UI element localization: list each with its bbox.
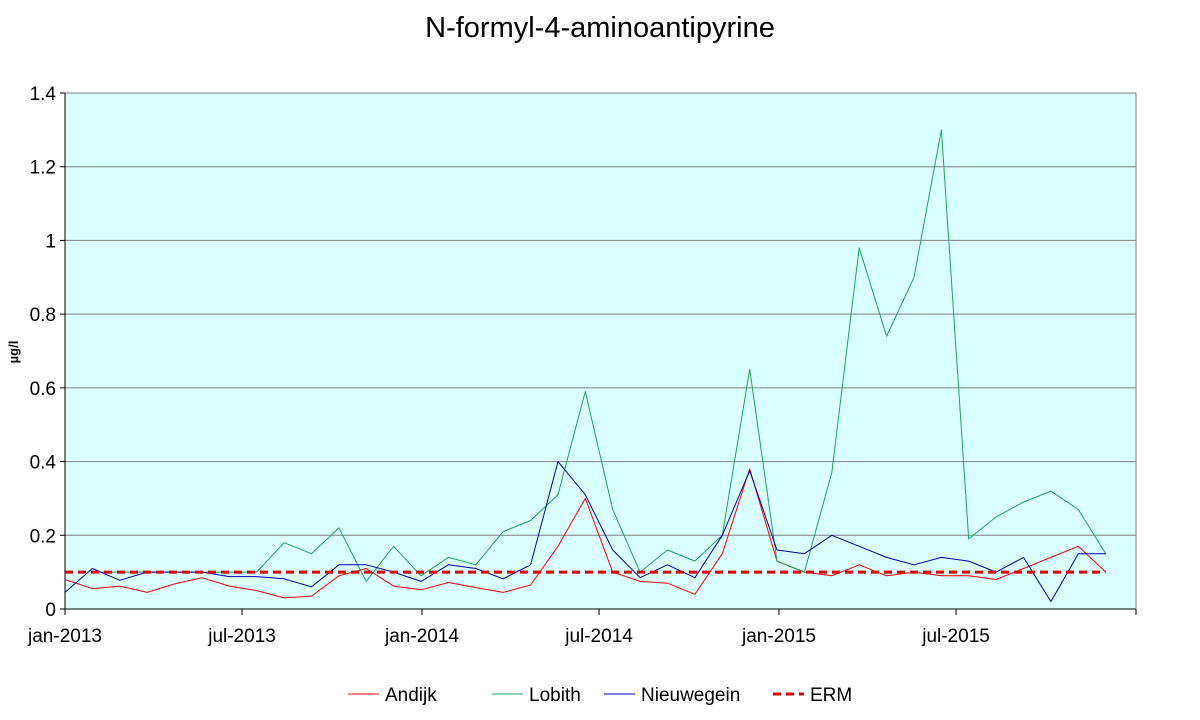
- series-lines: [64, 129, 1107, 603]
- y-tick-label: 1: [45, 231, 56, 252]
- x-tick-label: jan-2014: [384, 626, 459, 647]
- legend-label-erm: ERM: [810, 685, 852, 706]
- x-tick-label: jan-2015: [741, 626, 816, 647]
- x-tick-label: jul-2015: [921, 626, 990, 647]
- y-tick-label: 0: [45, 600, 56, 621]
- chart-title: N-formyl-4-aminoantipyrine: [425, 12, 775, 44]
- series-line-nieuwegein: [64, 461, 1106, 603]
- x-tick-label: jan-2013: [27, 626, 102, 647]
- y-tick-label: 0.4: [30, 453, 57, 474]
- axes: [64, 92, 1137, 610]
- y-tick-labels: 0 0.2 0.4 0.6 0.8 1 1.2 1.4: [30, 84, 65, 621]
- legend: Andijk Lobith Nieuwegein ERM: [348, 685, 852, 706]
- y-tick-label: 0.8: [30, 305, 56, 326]
- x-tick-label: jul-2014: [564, 626, 633, 647]
- y-tick-label: 1.4: [30, 84, 57, 105]
- y-tick-label: 0.2: [30, 526, 56, 547]
- y-tick-label: 1.2: [30, 158, 56, 179]
- x-tick-labels: jan-2013 jul-2013 jan-2014 jul-2014 jan-2015…: [27, 609, 1137, 647]
- legend-label-nieuwegein: Nieuwegein: [641, 685, 740, 706]
- legend-label-andijk: Andijk: [385, 685, 437, 706]
- y-axis-label: µg/l: [6, 341, 21, 364]
- x-tick-label: jul-2013: [207, 626, 276, 647]
- legend-label-lobith: Lobith: [529, 685, 581, 706]
- series-line-lobith: [92, 129, 1107, 582]
- plot-area: [65, 93, 1136, 609]
- series-line-andijk: [64, 468, 1107, 599]
- y-tick-label: 0.6: [30, 379, 56, 400]
